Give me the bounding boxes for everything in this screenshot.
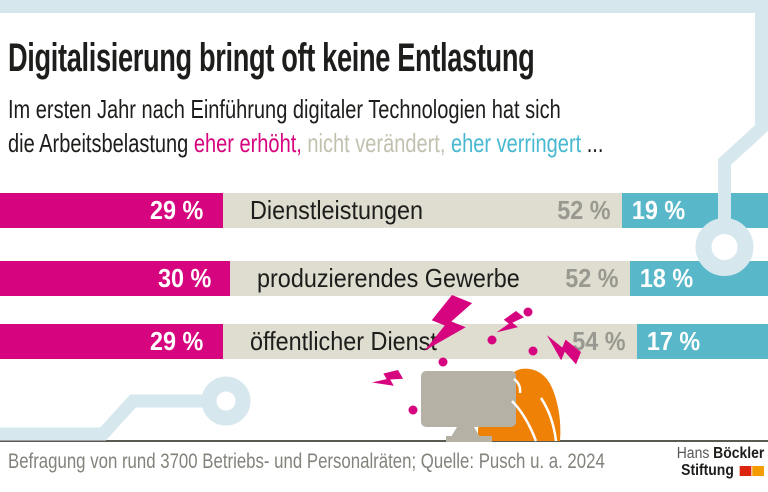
- subtitle-part: nicht verändert,: [307, 128, 446, 158]
- unchanged-value-label: 52 %: [557, 195, 611, 225]
- category-label: produzierendes Gewerbe: [257, 263, 521, 293]
- bar-row: 29 % Dienstleistungen 52 % 19 %: [0, 193, 768, 228]
- bar-row: 30 % produzierendes Gewerbe 52 % 18 %: [0, 261, 768, 296]
- bar-segment-unchanged: Dienstleistungen 52 %: [222, 193, 623, 228]
- divider-line: [0, 440, 768, 442]
- bar-row: 29 % öffentlicher Dienst 54 % 17 %: [0, 324, 768, 359]
- decreased-value-label: 18 %: [639, 263, 694, 293]
- increased-value-label: 29 %: [150, 326, 204, 356]
- unchanged-value-label: 52 %: [564, 263, 619, 293]
- subtitle-part: ...: [581, 128, 604, 158]
- bar-segment-unchanged: produzierendes Gewerbe 52 %: [230, 261, 630, 296]
- logo-red-square-icon: [739, 465, 752, 476]
- bar-segment-unchanged: öffentlicher Dienst 54 %: [222, 324, 638, 359]
- category-label: Dienstleistungen: [249, 195, 423, 225]
- subtitle-line2: die Arbeitsbelastung eher erhöht, nicht …: [8, 126, 603, 160]
- bar-segment-decreased: 17 %: [637, 324, 768, 359]
- decreased-value-label: 17 %: [647, 326, 701, 356]
- bar-segment-increased: 29 %: [0, 193, 223, 228]
- logo-text-hans: Hans: [676, 445, 713, 462]
- bar-segment-increased: 29 %: [0, 324, 223, 359]
- subtitle-part: eher verringert: [450, 128, 582, 158]
- hbs-logo: Hans Böckler Stiftung: [667, 445, 764, 479]
- bar-segment-increased: 30 %: [0, 261, 231, 296]
- subtitle-part: eher erhöht,: [193, 128, 302, 158]
- page-title: Digitalisierung bringt oft keine Entlast…: [8, 36, 535, 80]
- category-label: öffentlicher Dienst: [249, 326, 437, 356]
- top-band-decoration: [0, 0, 768, 13]
- increased-value-label: 29 %: [150, 195, 204, 225]
- bar-segment-decreased: 19 %: [622, 193, 768, 228]
- unchanged-value-label: 54 %: [572, 326, 626, 356]
- decreased-value-label: 19 %: [631, 195, 686, 225]
- subtitle-line1: Im ersten Jahr nach Einführung digitaler…: [8, 94, 561, 124]
- logo-orange-square-icon: [752, 465, 764, 476]
- subtitle: Im ersten Jahr nach Einführung digitaler…: [8, 92, 768, 160]
- subtitle-part: die Arbeitsbelastung: [8, 128, 194, 158]
- bar-segment-decreased: 18 %: [629, 261, 768, 296]
- logo-text-stiftung: Stiftung: [681, 461, 735, 479]
- source-note: Befragung von rund 3700 Betriebs- und Pe…: [8, 450, 605, 473]
- increased-value-label: 30 %: [158, 263, 212, 293]
- logo-text-boeckler: Böckler: [712, 445, 764, 462]
